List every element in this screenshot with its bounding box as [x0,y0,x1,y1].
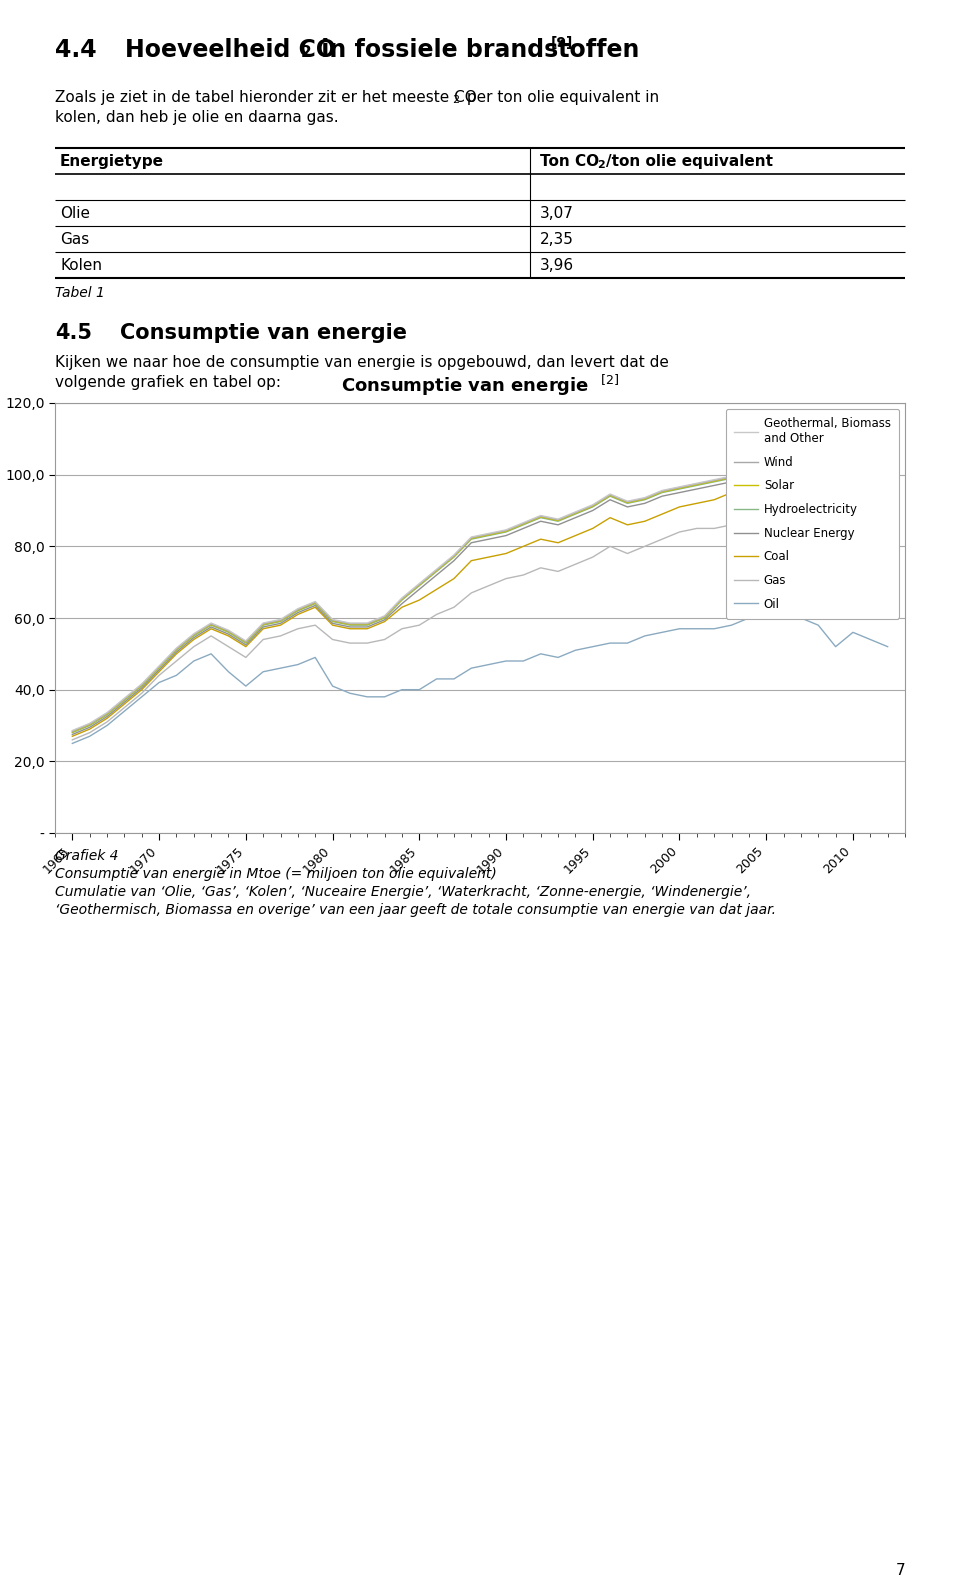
Text: Zoals je ziet in de tabel hieronder zit er het meeste CO: Zoals je ziet in de tabel hieronder zit … [55,89,477,105]
Text: 4.5: 4.5 [55,323,92,342]
Text: Hoeveelheid CO: Hoeveelheid CO [125,38,336,62]
Text: Tabel 1: Tabel 1 [55,287,105,299]
Text: Gas: Gas [60,233,89,247]
Text: 2: 2 [597,159,605,170]
Text: Kolen: Kolen [60,258,102,272]
Text: /ton olie equivalent: /ton olie equivalent [606,155,773,169]
Text: 4.4: 4.4 [55,38,97,62]
Legend: Geothermal, Biomass
and Other, Wind, Solar, Hydroelectricity, Nuclear Energy, Co: Geothermal, Biomass and Other, Wind, Sol… [726,409,900,618]
Text: 3,07: 3,07 [540,205,574,221]
Text: volgende grafiek en tabel op:: volgende grafiek en tabel op: [55,374,281,390]
Text: 2: 2 [301,45,312,61]
Text: Cumulatie van ‘Olie, ‘Gas’, ‘Kolen’, ‘Nuceaire Energie’, ‘Waterkracht, ‘Zonne-en: Cumulatie van ‘Olie, ‘Gas’, ‘Kolen’, ‘Nu… [55,886,751,898]
Text: 2: 2 [452,96,459,105]
Text: Ton CO: Ton CO [540,155,599,169]
Title: Consumptie van energie  $^{[2]}$: Consumptie van energie $^{[2]}$ [341,373,619,398]
Text: kolen, dan heb je olie en daarna gas.: kolen, dan heb je olie en daarna gas. [55,110,339,124]
Text: 7: 7 [896,1563,905,1579]
Text: Energietype: Energietype [60,155,164,169]
Text: [9]: [9] [551,37,573,49]
Text: Grafiek 4: Grafiek 4 [55,849,118,863]
Text: 2,35: 2,35 [540,233,574,247]
Text: Olie: Olie [60,205,90,221]
Text: ‘Geothermisch, Biomassa en overige’ van een jaar geeft de totale consumptie van : ‘Geothermisch, Biomassa en overige’ van … [55,903,776,918]
Text: 3,96: 3,96 [540,258,574,272]
Text: Kijken we naar hoe de consumptie van energie is opgebouwd, dan levert dat de: Kijken we naar hoe de consumptie van ene… [55,355,669,370]
Text: Consumptie van energie: Consumptie van energie [120,323,407,342]
Text: per ton olie equivalent in: per ton olie equivalent in [462,89,660,105]
Text: Consumptie van energie in Mtoe (= miljoen ton olie equivalent): Consumptie van energie in Mtoe (= miljoe… [55,867,496,881]
Text: in fossiele brandstoffen: in fossiele brandstoffen [313,38,639,62]
